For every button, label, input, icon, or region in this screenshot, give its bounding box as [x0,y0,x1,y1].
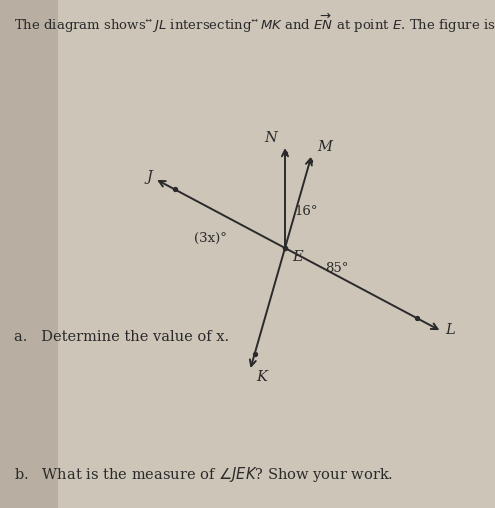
Text: N: N [264,131,277,145]
Text: 16°: 16° [294,205,318,218]
Polygon shape [0,0,58,508]
Text: a.   Determine the value of x.: a. Determine the value of x. [14,330,229,344]
Text: 85°: 85° [325,262,348,275]
Text: L: L [446,323,455,337]
Text: J: J [146,170,152,184]
Text: (3x)°: (3x)° [194,232,227,245]
Text: b.   What is the measure of $\angle JEK$? Show your work.: b. What is the measure of $\angle JEK$? … [14,465,393,484]
Text: The diagram shows $\overleftrightarrow{JL}$ intersecting $\overleftrightarrow{MK: The diagram shows $\overleftrightarrow{J… [14,12,495,35]
Text: E: E [292,250,302,264]
Text: K: K [256,370,267,384]
Text: M: M [317,140,332,154]
